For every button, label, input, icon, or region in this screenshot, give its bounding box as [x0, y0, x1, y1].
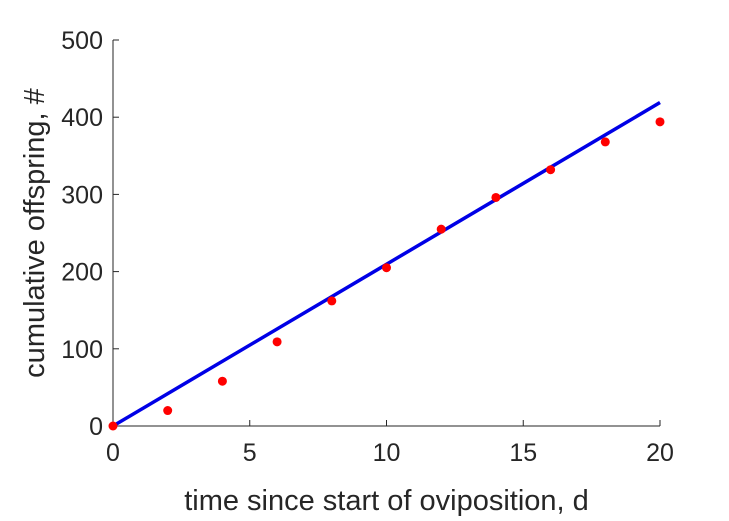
- y-tick-label: 100: [61, 336, 103, 364]
- x-tick-label: 5: [243, 439, 257, 467]
- y-axis-label: cumulative offspring, #: [19, 88, 51, 378]
- data-point: [382, 263, 391, 273]
- y-tick-label: 500: [61, 27, 103, 55]
- y-tick-label: 200: [61, 259, 103, 287]
- data-point: [600, 137, 610, 147]
- data-point: [163, 406, 173, 416]
- y-tick-label: 400: [61, 104, 103, 132]
- x-tick-label: 15: [509, 439, 537, 467]
- data-point: [436, 224, 446, 234]
- axes: [112, 39, 661, 427]
- data-point: [272, 337, 282, 347]
- x-tick-label: 0: [106, 439, 120, 467]
- y-tick-label: 0: [89, 413, 103, 441]
- data-point: [491, 192, 501, 202]
- x-tick-label: 20: [646, 439, 674, 467]
- data-point: [655, 117, 665, 127]
- data-point: [546, 165, 556, 175]
- y-tick-label: 300: [61, 181, 103, 209]
- x-axis-label: time since start of oviposition, d: [184, 485, 589, 517]
- data-point: [327, 296, 337, 306]
- data-point: [217, 376, 227, 386]
- series-layer: [108, 101, 665, 431]
- data-point: [108, 421, 118, 431]
- x-tick-label: 10: [373, 439, 401, 467]
